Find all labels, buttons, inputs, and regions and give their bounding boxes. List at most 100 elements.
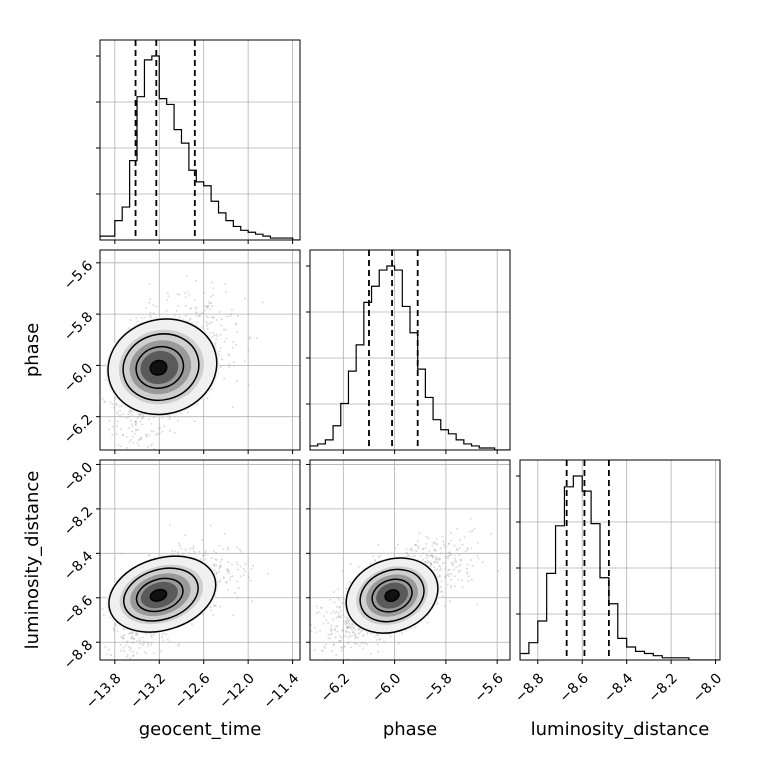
x-tick-label: −8.8 <box>512 670 547 705</box>
sample-point <box>446 574 449 577</box>
sample-point <box>343 635 346 638</box>
sample-point <box>338 606 341 609</box>
sample-point <box>341 570 344 573</box>
sample-point <box>206 552 209 555</box>
sample-point <box>224 290 227 293</box>
sample-point <box>164 633 167 636</box>
x-tick-label: −11.4 <box>261 670 303 712</box>
sample-point <box>230 563 233 566</box>
sample-point <box>458 564 461 567</box>
sample-point <box>214 558 217 561</box>
sample-point <box>233 591 236 594</box>
sample-point <box>345 587 348 590</box>
sample-point <box>123 628 126 631</box>
sample-point <box>140 417 143 420</box>
sample-point <box>332 618 335 621</box>
sample-point <box>431 544 434 547</box>
sample-point <box>447 542 450 545</box>
sample-point <box>266 572 269 575</box>
sample-point <box>205 306 208 309</box>
sample-point <box>426 554 429 557</box>
sample-point <box>397 642 400 645</box>
sample-point <box>469 517 472 520</box>
sample-point <box>424 546 427 549</box>
y-tick-label: −6.0 <box>61 360 96 395</box>
sample-point <box>126 653 129 656</box>
sample-point <box>137 439 140 442</box>
sample-point <box>434 558 437 561</box>
sample-point <box>205 320 208 323</box>
sample-point <box>354 642 357 645</box>
sample-point <box>168 417 171 420</box>
sample-point <box>433 549 436 552</box>
sample-point <box>157 427 160 430</box>
sample-point <box>221 358 224 361</box>
sample-point <box>207 300 210 303</box>
sample-point <box>351 629 354 632</box>
sample-point <box>115 403 118 406</box>
sample-point <box>184 548 187 551</box>
sample-point <box>141 417 144 420</box>
sample-point <box>195 315 198 318</box>
sample-point <box>344 615 347 618</box>
sample-point <box>422 552 425 555</box>
sample-point <box>212 331 215 334</box>
sample-point <box>394 547 397 550</box>
sample-point <box>400 632 403 635</box>
sample-point <box>227 569 230 572</box>
sample-point <box>189 317 192 320</box>
sample-point <box>200 325 203 328</box>
sample-point <box>361 634 364 637</box>
sample-point <box>456 527 459 530</box>
sample-point <box>134 422 137 425</box>
sample-point <box>108 648 111 651</box>
sample-point <box>342 598 345 601</box>
sample-point <box>159 427 162 430</box>
sample-point <box>338 598 341 601</box>
sample-point <box>341 630 344 633</box>
sample-point <box>444 562 447 565</box>
density-level <box>150 360 167 376</box>
panel-frame <box>309 249 511 451</box>
sample-point <box>458 546 461 549</box>
sample-point <box>349 562 352 565</box>
sample-point <box>170 550 173 553</box>
sample-point <box>439 565 442 568</box>
sample-point <box>225 568 228 571</box>
sample-point <box>112 425 115 428</box>
sample-point <box>220 317 223 320</box>
x-tick-label: −8.0 <box>690 670 725 705</box>
histogram-luminosity_distance <box>520 460 720 660</box>
sample-point <box>316 680 318 682</box>
y-tick-label: −5.8 <box>61 309 96 344</box>
sample-point <box>101 397 104 400</box>
sample-point <box>322 622 325 625</box>
sample-point <box>433 569 436 572</box>
sample-point <box>354 642 357 645</box>
sample-point <box>329 627 332 630</box>
sample-point <box>183 292 186 295</box>
contour-line <box>123 567 199 622</box>
sample-point <box>192 550 195 553</box>
sample-point <box>345 622 348 625</box>
sample-point <box>409 548 412 551</box>
sample-point <box>375 638 378 641</box>
sample-point <box>471 529 474 532</box>
sample-point <box>145 433 148 436</box>
sample-point <box>235 561 238 564</box>
sample-point <box>428 561 431 564</box>
sample-point <box>377 543 380 546</box>
sample-point <box>131 425 134 428</box>
sample-point <box>136 652 139 655</box>
sample-point <box>429 564 432 567</box>
sample-point <box>127 645 130 648</box>
sample-point <box>166 291 169 294</box>
sample-point <box>477 557 480 560</box>
sample-point <box>446 583 449 586</box>
sample-point <box>333 628 336 631</box>
sample-point <box>411 549 414 552</box>
sample-point <box>346 621 349 624</box>
sample-point <box>226 568 229 571</box>
x-axis-label: geocent_time <box>139 719 262 740</box>
sample-point <box>236 580 239 583</box>
